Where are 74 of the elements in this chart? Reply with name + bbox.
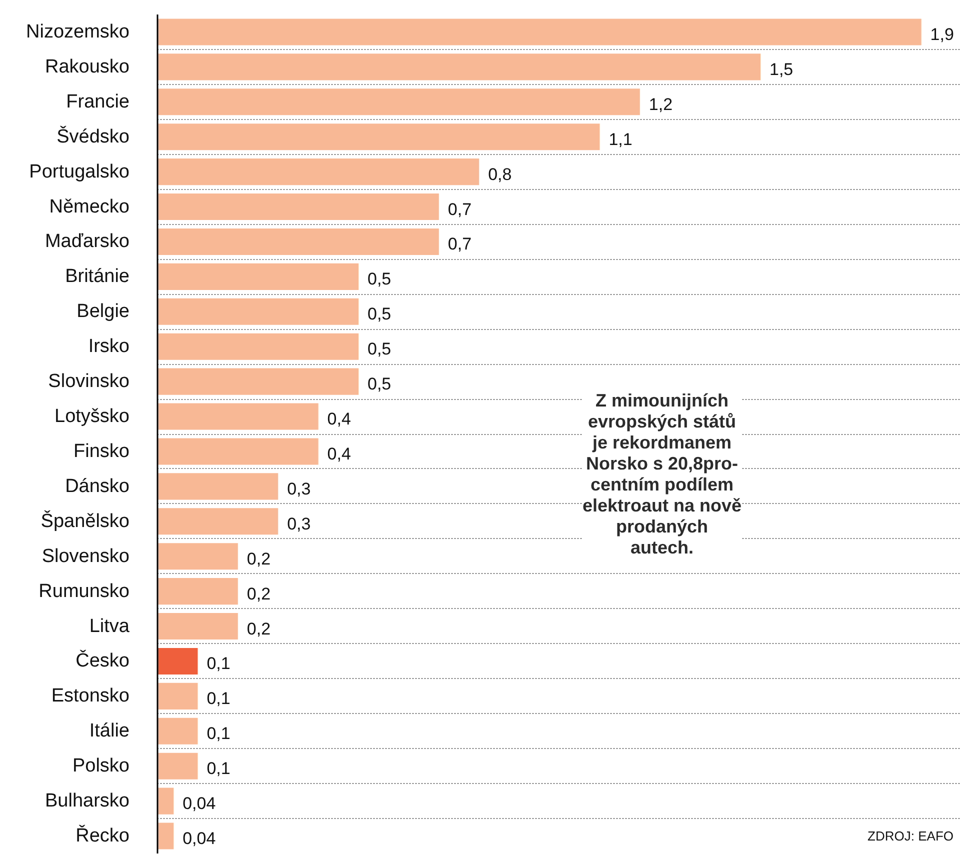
y-tick-label: Británie	[65, 266, 130, 288]
data-label: 0,1	[206, 689, 230, 708]
y-tick-label: Itálie	[89, 720, 130, 742]
bar	[158, 822, 174, 850]
data-label: 0,5	[368, 304, 392, 324]
data-label: 0,7	[448, 200, 472, 219]
y-tick-label: Irsko	[88, 336, 130, 358]
bar	[158, 718, 198, 744]
y-tick-label: Bulharsko	[45, 790, 130, 812]
y-tick-label: Česko	[76, 650, 130, 672]
y-tick-label: Lotyšsko	[54, 406, 130, 428]
data-label: 0,4	[327, 410, 351, 429]
y-tick-label: Švédsko	[56, 125, 130, 148]
bar	[158, 578, 238, 605]
data-label: 1,5	[770, 60, 794, 79]
data-label: 0,2	[246, 584, 271, 604]
y-tick-label: Belgie	[76, 301, 130, 322]
data-label: 1,2	[648, 94, 673, 114]
data-label: 0,7	[448, 234, 472, 254]
y-tick-label: Maďarsko	[44, 231, 130, 252]
bar	[158, 88, 640, 116]
y-tick-label: Polsko	[72, 756, 130, 777]
data-label: 0,1	[206, 654, 230, 674]
data-label: 0,5	[368, 374, 392, 394]
bar	[158, 438, 318, 465]
annotation: Z mimounijních evropských států je rekordmanem Norsko s 20,8pro- centním podílem elektroaut na nově prodaných autech.	[582, 390, 742, 558]
y-tick-label: Rakousko	[45, 56, 130, 78]
y-tick-label: Dánsko	[65, 476, 130, 497]
data-label: 0,3	[287, 514, 311, 534]
y-tick-label: Francie	[66, 91, 130, 112]
data-label: 0,3	[287, 479, 311, 498]
data-label: 1,1	[608, 130, 632, 149]
y-tick-label: Slovensko	[42, 546, 130, 567]
bar	[158, 403, 318, 430]
bar	[158, 298, 358, 325]
y-tick-label: Finsko	[74, 440, 130, 462]
bar	[158, 54, 760, 80]
data-label: 0,4	[327, 444, 351, 464]
bar	[158, 752, 198, 780]
bar	[158, 682, 198, 710]
y-tick-label: Portugalsko	[29, 161, 130, 182]
data-label: 0,2	[246, 549, 271, 568]
bar	[158, 612, 238, 640]
data-label: 0,04	[182, 829, 216, 848]
y-tick-label: Nizozemsko	[26, 21, 130, 42]
y-tick-label: Španělsko	[40, 510, 130, 532]
bar	[158, 193, 439, 220]
bar	[158, 543, 238, 570]
data-label: 0,04	[182, 794, 216, 814]
y-tick-label: Řecko	[76, 824, 130, 847]
y-tick-label: Litva	[89, 616, 130, 637]
y-tick-label: Německo	[49, 196, 130, 218]
y-tick-label: Estonsko	[51, 686, 130, 707]
data-label: 0,1	[206, 759, 230, 778]
bar	[158, 333, 358, 360]
bar	[158, 263, 358, 290]
y-tick-label: Slovinsko	[48, 371, 130, 392]
bar	[158, 788, 174, 814]
y-tick-label: Rumunsko	[38, 580, 130, 602]
data-label: 0,1	[206, 724, 230, 744]
bar	[158, 158, 480, 186]
bar	[158, 18, 922, 46]
bar	[158, 368, 358, 395]
bar	[158, 228, 439, 256]
data-label: 1,9	[930, 24, 954, 44]
data-label: 0,8	[488, 164, 512, 184]
bar	[158, 124, 600, 150]
bar	[158, 648, 198, 675]
data-label: 0,2	[246, 619, 271, 638]
data-label: 0,5	[368, 340, 392, 359]
data-label: 0,5	[368, 270, 392, 289]
annotation: ZDROJ: EAFO	[868, 828, 954, 844]
bar	[158, 473, 278, 500]
bar	[158, 508, 278, 535]
